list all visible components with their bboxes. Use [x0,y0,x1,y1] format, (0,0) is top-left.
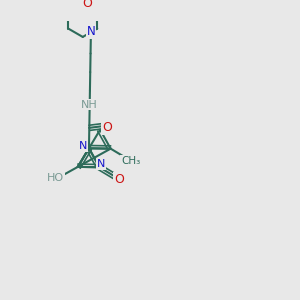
Text: HO: HO [47,173,64,183]
Text: CH₃: CH₃ [121,156,140,166]
Text: N: N [79,141,88,152]
Text: O: O [82,0,92,10]
Text: O: O [115,173,124,186]
Text: NH: NH [81,100,98,110]
Text: O: O [102,121,112,134]
Text: N: N [97,160,106,170]
Text: N: N [87,25,95,38]
